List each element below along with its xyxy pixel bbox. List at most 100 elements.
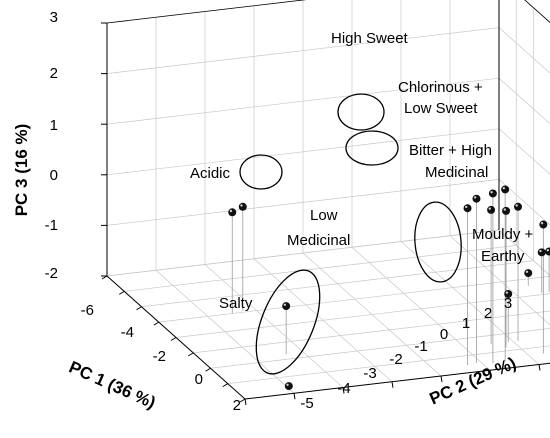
ellipse-acidic [239,154,283,190]
pc3-tick-label: -1 [45,217,58,234]
data-point-highlight [505,291,509,294]
pc3-axis-title: PC 3 (16 %) [12,124,31,217]
pc3-tick-label: 0 [50,167,58,184]
data-point-highlight [240,204,243,207]
pc1-tick-mark [239,398,246,403]
data-point [537,248,546,257]
ellipse-mouldy-earthy [414,201,462,283]
pc2-tick-mark [293,393,296,400]
data-point-highlight [283,303,287,306]
data-point [539,220,548,229]
pc2-tick-label: -3 [363,365,376,382]
pc1-tick-mark [205,367,211,372]
data-point [282,302,291,311]
pc2-tick-label: 0 [440,326,448,343]
data-point [284,382,293,391]
pc2-tick-label: -5 [300,395,313,412]
pc2-tick-label: -2 [389,351,402,368]
data-point-highlight [286,383,289,387]
grid-line [106,179,500,226]
data-point [238,202,247,211]
pc3-tick-label: 1 [50,117,58,134]
grid-line [400,241,540,365]
ellipse-bitter-high-medicinal [345,130,399,166]
points [228,185,550,391]
data-point-highlight [488,207,491,210]
data-point [501,185,510,194]
grid-line [106,128,500,176]
grid-line [498,27,550,74]
label-chlorinous-line1: Chlorinous + [398,79,483,96]
data-point [545,247,550,256]
data-point [488,189,497,198]
grid-line [498,128,550,175]
data-point-highlight [473,196,477,199]
ellipse-chlorinous-low-sweet [337,93,385,131]
label-low-medicinal-line1: Low [310,207,338,224]
data-point-highlight [546,248,550,252]
drop-lines [231,189,550,389]
grid-line [498,229,550,276]
data-point [487,205,496,214]
pc1-tick-mark [118,290,125,295]
label-mouldy-line2: Earthy [481,248,525,265]
data-point [472,194,481,203]
data-point [463,204,472,213]
data-point-highlight [540,222,544,225]
pc2-tick-mark [244,398,247,406]
pc2-tick-label: 1 [462,315,470,332]
data-point-highlight [525,270,529,273]
axis-line [106,0,307,24]
data-point-highlight [515,204,518,207]
pc1-tick-mark [101,275,108,280]
pc2-tick-label: 2 [484,305,492,322]
group-ellipses [239,93,462,375]
pc3-tick-label: 2 [50,65,58,82]
label-bitter-line2: Medicinal [425,164,488,181]
pc1-tick-mark [187,352,194,357]
data-point [502,206,511,215]
grid-line [351,246,491,371]
grid-line [155,269,295,394]
grid-line [106,27,500,74]
pc3-tick-label: 3 [50,9,58,26]
grid [106,0,550,400]
pc1-tick-mark [136,306,142,311]
pc1-tick-mark [222,383,229,388]
grid-line [204,264,344,388]
label-acidic: Acidic [190,165,231,182]
pc1-tick-label: -4 [121,324,134,341]
pc2-tick-mark [440,375,443,383]
pc1-tick-label: -6 [81,302,94,319]
label-mouldy-line1: Mouldy + [472,226,534,243]
pc1-tick-label: 0 [195,371,203,388]
data-point [514,202,523,211]
pc2-tick-mark [342,387,345,394]
pc1-tick-mark [170,337,177,341]
label-high-sweet: High Sweet [331,30,409,47]
pc1-tick-label: -2 [153,348,166,365]
pc1-axis-title: PC 1 (36 %) [66,357,158,412]
data-point-highlight [503,208,506,211]
data-point-highlight [229,209,233,213]
data-point-highlight [502,186,506,190]
grid-line [498,77,550,125]
pc2-axis-title: PC 2 (29 %) [427,353,519,408]
label-chlorinous-line2: Low Sweet [404,100,478,117]
grid-line [106,77,500,125]
pc2-tick-mark [391,381,394,388]
grid-line [498,179,550,226]
pc2-tick-mark [489,370,492,377]
pc2-tick-label: -4 [337,380,350,397]
grid-line [253,258,393,383]
grid-line [302,252,442,377]
data-point [228,208,237,217]
data-point-highlight [490,190,493,194]
pc2-tick-label: -1 [414,338,427,355]
axis-frame [101,0,550,406]
label-salty: Salty [219,295,253,312]
grid-line [449,235,550,326]
data-point [524,269,533,278]
data-point-highlight [465,205,468,209]
